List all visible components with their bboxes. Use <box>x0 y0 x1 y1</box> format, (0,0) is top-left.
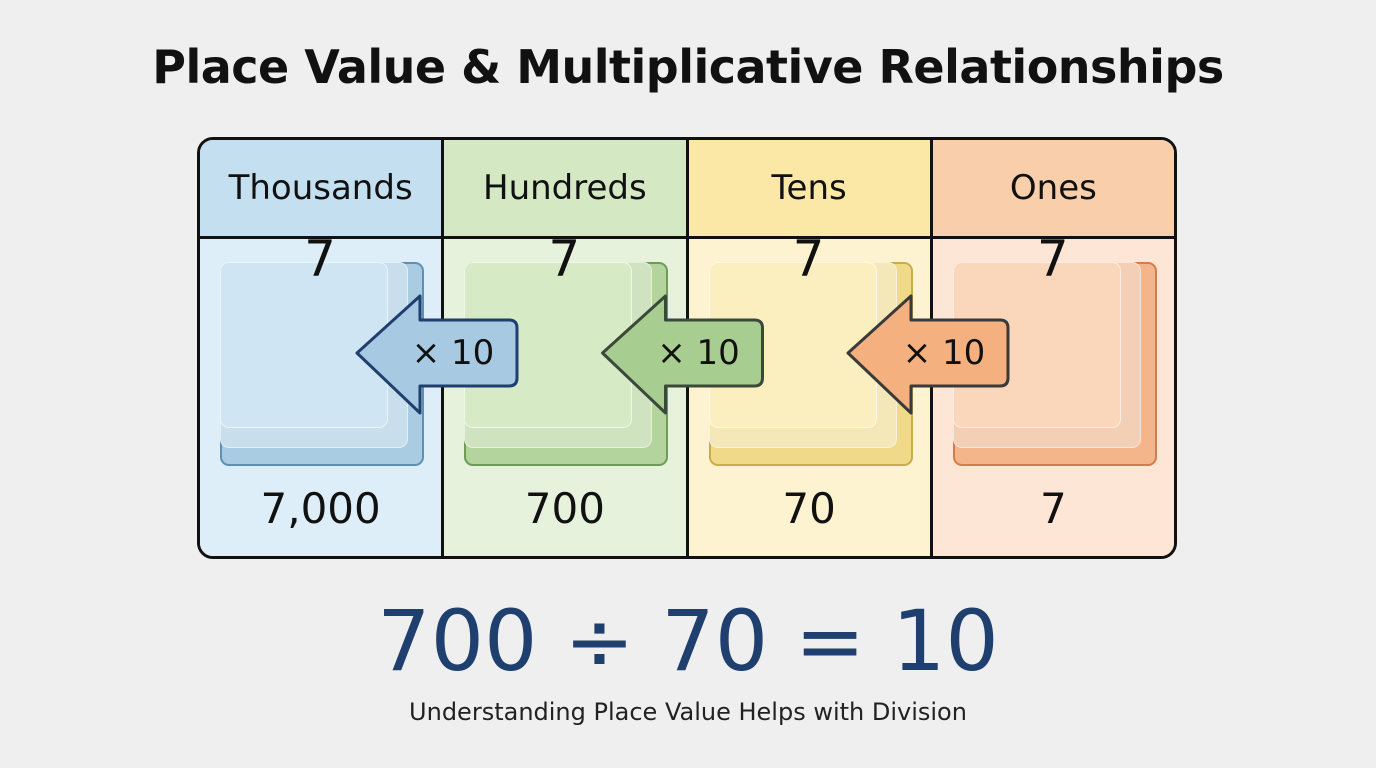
digit: 7 <box>548 230 581 288</box>
column-header: Thousands <box>200 140 442 239</box>
column-header: Tens <box>688 140 930 239</box>
place-value: 7,000 <box>260 484 381 533</box>
multiply-label: × 10 <box>902 333 986 373</box>
column-header: Ones <box>932 140 1174 239</box>
digit: 7 <box>792 230 825 288</box>
digit: 7 <box>1036 230 1069 288</box>
subtitle: Understanding Place Value Helps with Div… <box>409 698 967 726</box>
multiply-label: × 10 <box>411 333 495 373</box>
place-value: 70 <box>782 484 836 533</box>
division-equation: 700 ÷ 70 = 10 <box>377 592 999 690</box>
place-value-chart: Thousands 7 7,000 Hundreds 7 700 Tens 7 … <box>197 137 1177 559</box>
multiply-label: × 10 <box>657 333 740 373</box>
column-thousands: Thousands 7 7,000 <box>200 140 442 556</box>
arrow-left-icon <box>601 294 764 415</box>
digit: 7 <box>304 230 336 288</box>
arrow-left-icon <box>846 294 1010 415</box>
place-value: 7 <box>1040 484 1067 533</box>
page-title: Place Value & Multiplicative Relationshi… <box>152 40 1224 94</box>
arrow-left-icon <box>355 294 519 415</box>
block-stack <box>220 262 424 466</box>
place-value: 700 <box>524 484 605 533</box>
column-header: Hundreds <box>444 140 686 239</box>
